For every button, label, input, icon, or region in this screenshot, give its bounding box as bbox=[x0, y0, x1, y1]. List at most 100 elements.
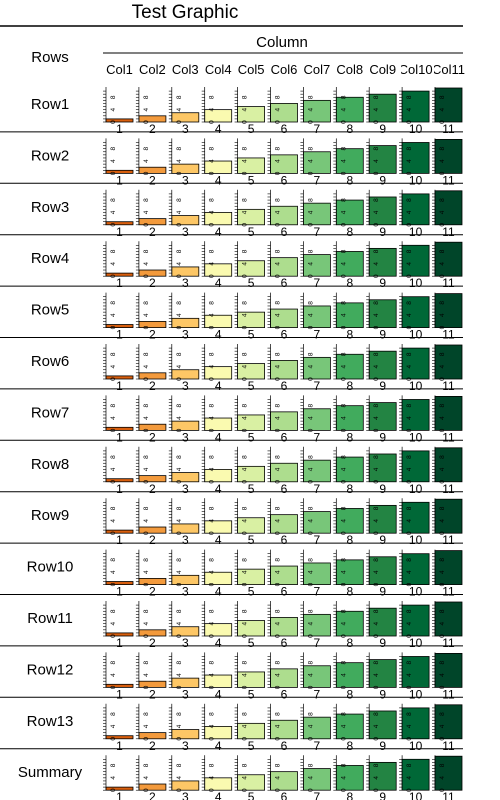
y-tick-label: 0 bbox=[110, 685, 117, 689]
x-tick-label: 2 bbox=[149, 636, 156, 650]
y-tick-label: 0 bbox=[242, 480, 249, 484]
y-tick-label: 8 bbox=[340, 712, 347, 716]
y-tick-label: 4 bbox=[110, 107, 117, 111]
y-tick-label: 0 bbox=[406, 171, 413, 175]
row-label: Row13 bbox=[27, 713, 74, 730]
y-tick-label: 4 bbox=[406, 519, 413, 523]
x-tick-label: 1 bbox=[116, 533, 123, 547]
y-tick-label: 0 bbox=[242, 788, 249, 792]
bar bbox=[434, 87, 463, 123]
y-tick-label: 0 bbox=[307, 480, 314, 484]
y-tick-label: 8 bbox=[143, 301, 150, 305]
y-tick-label: 4 bbox=[406, 724, 413, 728]
y-tick-label: 8 bbox=[307, 249, 314, 253]
y-tick-label: 4 bbox=[275, 467, 282, 471]
y-tick-label: 8 bbox=[242, 609, 249, 613]
bar bbox=[368, 607, 397, 637]
y-tick-label: 0 bbox=[110, 737, 117, 741]
y-tick-label: 8 bbox=[340, 763, 347, 767]
x-tick-label: 6 bbox=[281, 379, 288, 393]
y-tick-label: 0 bbox=[275, 788, 282, 792]
y-tick-label: 0 bbox=[373, 171, 380, 175]
y-tick-label: 8 bbox=[110, 609, 117, 613]
y-tick-label: 8 bbox=[110, 506, 117, 510]
x-tick-label: 6 bbox=[281, 636, 288, 650]
y-tick-label: 4 bbox=[340, 467, 347, 471]
y-tick-label: 0 bbox=[110, 171, 117, 175]
y-tick-label: 4 bbox=[307, 262, 314, 266]
y-tick-label: 4 bbox=[275, 519, 282, 523]
y-tick-label: 0 bbox=[242, 634, 249, 638]
y-tick-label: 8 bbox=[209, 301, 216, 305]
y-tick-label: 4 bbox=[307, 621, 314, 625]
y-tick-label: 0 bbox=[373, 737, 380, 741]
y-tick-label: 4 bbox=[176, 776, 183, 780]
y-tick-label: 4 bbox=[439, 519, 446, 523]
y-tick-label: 4 bbox=[307, 364, 314, 368]
y-tick-label: 0 bbox=[242, 377, 249, 381]
y-tick-label: 8 bbox=[275, 558, 282, 562]
bar bbox=[335, 302, 364, 329]
y-tick-label: 0 bbox=[275, 737, 282, 741]
y-tick-label: 4 bbox=[340, 570, 347, 574]
y-tick-label: 8 bbox=[110, 558, 117, 562]
y-tick-label: 0 bbox=[110, 634, 117, 638]
y-tick-label: 8 bbox=[307, 506, 314, 510]
y-tick-label: 0 bbox=[439, 737, 446, 741]
y-tick-label: 0 bbox=[176, 737, 183, 741]
x-tick-label: 1 bbox=[116, 739, 123, 753]
y-tick-label: 8 bbox=[406, 558, 413, 562]
y-tick-label: 8 bbox=[439, 558, 446, 562]
y-tick-label: 0 bbox=[275, 634, 282, 638]
y-tick-label: 4 bbox=[176, 621, 183, 625]
y-tick-label: 8 bbox=[439, 352, 446, 356]
y-tick-label: 4 bbox=[275, 416, 282, 420]
x-tick-label: 3 bbox=[182, 739, 189, 753]
y-tick-label: 8 bbox=[143, 558, 150, 562]
y-tick-label: 8 bbox=[176, 403, 183, 407]
x-tick-label: 7 bbox=[314, 739, 321, 753]
x-tick-label: 1 bbox=[116, 173, 123, 187]
x-tick-label: 5 bbox=[248, 790, 255, 800]
y-tick-label: 8 bbox=[439, 455, 446, 459]
y-tick-label: 4 bbox=[307, 467, 314, 471]
y-tick-label: 4 bbox=[176, 416, 183, 420]
y-tick-label: 4 bbox=[275, 570, 282, 574]
y-tick-label: 8 bbox=[176, 660, 183, 664]
y-tick-label: 4 bbox=[242, 467, 249, 471]
y-tick-label: 0 bbox=[209, 685, 216, 689]
y-tick-label: 0 bbox=[209, 634, 216, 638]
x-tick-label: 11 bbox=[442, 533, 455, 547]
bar bbox=[270, 205, 298, 226]
y-tick-label: 4 bbox=[209, 416, 216, 420]
x-tick-label: 1 bbox=[116, 430, 123, 444]
x-tick-label: 6 bbox=[281, 225, 288, 239]
y-tick-label: 4 bbox=[406, 416, 413, 420]
y-tick-label: 0 bbox=[373, 325, 380, 329]
y-tick-label: 4 bbox=[242, 262, 249, 266]
x-tick-label: 1 bbox=[116, 122, 123, 136]
x-tick-label: 8 bbox=[346, 328, 353, 342]
y-tick-label: 8 bbox=[307, 403, 314, 407]
x-tick-label: 3 bbox=[182, 276, 189, 290]
y-tick-label: 8 bbox=[143, 198, 150, 202]
y-tick-label: 8 bbox=[373, 712, 380, 716]
y-tick-label: 4 bbox=[275, 262, 282, 266]
y-tick-label: 8 bbox=[176, 712, 183, 716]
y-tick-label: 0 bbox=[307, 531, 314, 535]
y-tick-label: 8 bbox=[439, 763, 446, 767]
y-tick-label: 0 bbox=[143, 274, 150, 278]
column-names: Col1 Col2 Col3 Col4 Col5 Col6 Col7 Col8 Col9 Col1… bbox=[106, 62, 465, 77]
y-tick-label: 8 bbox=[242, 198, 249, 202]
x-tick-label: 2 bbox=[149, 225, 156, 239]
y-tick-label: 8 bbox=[307, 301, 314, 305]
bar bbox=[335, 405, 364, 431]
x-tick-label: 11 bbox=[442, 790, 455, 800]
x-tick-label: 7 bbox=[314, 482, 321, 496]
x-tick-label: 10 bbox=[409, 328, 423, 342]
y-tick-label: 0 bbox=[406, 377, 413, 381]
x-tick-label: 9 bbox=[379, 276, 386, 290]
